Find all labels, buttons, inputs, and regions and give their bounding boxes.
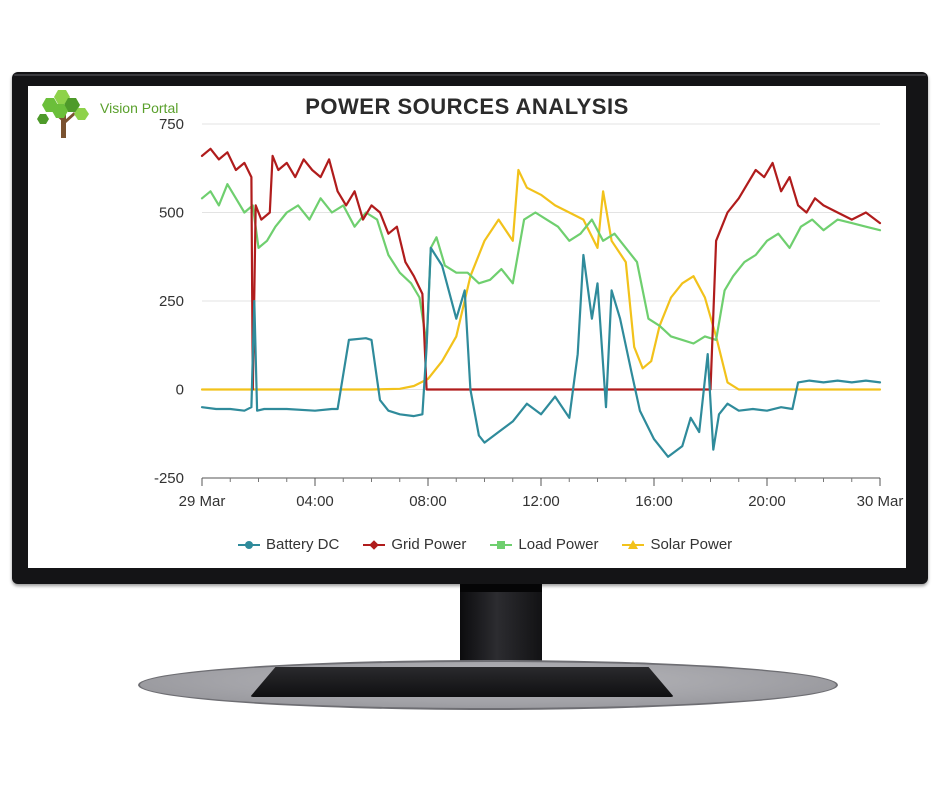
line-chart: 750 500 250 0 -250 29 Mar 04:00 08:00 12:00 16:00… — [154, 116, 904, 510]
monitor-stand-neck-shadow — [460, 584, 542, 592]
y-tick-label: 250 — [159, 293, 184, 310]
legend-label: Grid Power — [391, 536, 467, 553]
legend-item-solar-power[interactable]: Solar Power — [622, 536, 732, 553]
x-tick-label: 04:00 — [296, 493, 334, 510]
x-tick-label: 12:00 — [522, 493, 560, 510]
y-tick-label: 750 — [159, 116, 184, 133]
series-line-grid-power — [200, 147, 882, 391]
x-tick-label: 16:00 — [635, 493, 673, 510]
x-tick-label: 20:00 — [748, 493, 786, 510]
y-tick-label: 500 — [159, 205, 184, 222]
legend-item-grid-power[interactable]: Grid Power — [363, 536, 466, 553]
x-tick-label: 29 Mar — [179, 493, 226, 510]
bezel-highlight — [14, 74, 926, 76]
legend-circle-icon — [238, 539, 260, 551]
brand-name: Vision Portal — [100, 100, 179, 116]
y-tick-label: -250 — [154, 470, 184, 487]
legend-triangle-icon — [622, 539, 645, 551]
tree-icon — [37, 90, 89, 138]
legend-label: Battery DC — [266, 536, 340, 553]
series-line-solar-power — [200, 168, 882, 391]
series-line-load-power — [200, 183, 882, 345]
legend-diamond-icon — [363, 539, 386, 551]
brand-logo: Vision Portal — [34, 86, 194, 142]
y-tick-label: 0 — [176, 382, 184, 399]
series-line-battery-dc — [200, 246, 882, 458]
chart-legend: Battery DC Grid Power Load Power Solar Powe… — [238, 536, 732, 553]
monitor-screen: Vision Portal POWER SOURCES ANALYSIS 750… — [28, 86, 906, 568]
legend-square-icon — [490, 539, 513, 551]
chart-title: POWER SOURCES ANALYSIS — [305, 94, 629, 119]
legend-label: Load Power — [518, 536, 599, 553]
monitor-stand-plate — [250, 667, 674, 697]
legend-item-battery-dc[interactable]: Battery DC — [238, 536, 339, 553]
x-tick-label: 30 Mar — [857, 493, 904, 510]
legend-item-load-power[interactable]: Load Power — [490, 536, 598, 553]
legend-label: Solar Power — [650, 536, 733, 553]
x-tick-label: 08:00 — [409, 493, 447, 510]
